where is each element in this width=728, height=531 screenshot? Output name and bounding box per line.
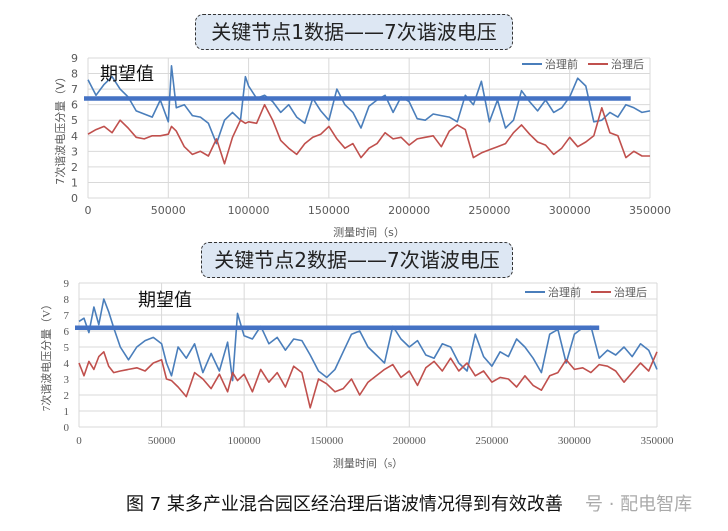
legend-label: 治理后	[614, 285, 647, 299]
x-tick-label: 300000	[549, 204, 591, 217]
y-tick-label: 3	[64, 374, 70, 386]
y-tick-label: 7	[71, 83, 78, 96]
plot-area: 0 1 2 3 4 5 6 7 8 9 0 50000 100000 150000 200000 250000…	[39, 278, 674, 470]
x-tick-label: 350000	[629, 204, 671, 217]
y-tick-label: 5	[71, 114, 78, 127]
chart-node2: 0 1 2 3 4 5 6 7 8 9 0 50000 100000 150000 200000 250000…	[39, 278, 674, 470]
series-line-after	[78, 350, 658, 409]
x-axis-label: 测量时间（s）	[333, 226, 405, 239]
y-tick-label: 3	[71, 145, 78, 158]
y-tick-label: 5	[64, 342, 70, 354]
x-tick-label: 250000	[468, 204, 510, 217]
y-tick-label: 1	[64, 406, 70, 418]
y-tick-label: 0	[71, 192, 78, 205]
series-line-before	[78, 298, 658, 382]
x-tick-label: 50000	[148, 435, 176, 447]
x-tick-label: 50000	[151, 204, 186, 217]
expectation-label: 期望值	[138, 290, 192, 311]
x-tick-label: 250000	[475, 435, 509, 447]
y-tick-label: 6	[71, 99, 78, 112]
x-tick-label: 150000	[308, 204, 350, 217]
x-axis-label: 测量时间（s）	[333, 457, 403, 470]
figure-caption: 图 7 某多产业混合园区经治理后谐波情况得到有效改善	[126, 494, 563, 515]
y-tick-label: 4	[64, 358, 70, 370]
series-line-before	[87, 65, 651, 145]
y-axis-label: 7次谐波电压分量（V）	[39, 299, 53, 411]
x-tick-label: 200000	[393, 435, 427, 447]
x-tick-label: 100000	[228, 435, 262, 447]
plot-area: 0 1 2 3 4 5 6 7 8 9 0 50000 100000 150000 200000 250000…	[53, 52, 671, 239]
expectation-label: 期望值	[100, 64, 154, 85]
y-tick-label: 6	[64, 326, 70, 338]
y-tick-label: 1	[71, 176, 78, 189]
legend: 治理前 治理后	[522, 57, 644, 71]
y-tick-label: 9	[71, 52, 78, 65]
chart2-title: 关键节点2数据——7次谐波电压	[201, 242, 513, 278]
watermark: 号 · 配电智库	[585, 494, 693, 515]
y-tick-label: 8	[64, 294, 70, 306]
series-line-after	[87, 103, 650, 165]
x-tick-label: 300000	[558, 435, 592, 447]
chart1-title: 关键节点1数据——7次谐波电压	[195, 14, 513, 50]
y-tick-label: 2	[64, 390, 70, 402]
x-tick-label: 100000	[228, 204, 270, 217]
x-tick-label: 0	[76, 435, 82, 447]
legend: 治理前 治理后	[525, 285, 647, 299]
y-tick-label: 7	[64, 310, 70, 322]
y-tick-label: 0	[64, 422, 70, 434]
legend-label: 治理前	[548, 285, 581, 299]
y-tick-label: 4	[71, 130, 78, 143]
x-tick-label: 0	[85, 204, 92, 217]
legend-label: 治理前	[545, 57, 578, 71]
x-tick-label: 200000	[388, 204, 430, 217]
y-tick-label: 9	[64, 278, 70, 290]
y-tick-label: 8	[71, 68, 78, 81]
y-tick-label: 2	[71, 161, 78, 174]
chart-node1: 0 1 2 3 4 5 6 7 8 9 0 50000 100000 150000 200000 250000…	[53, 52, 671, 239]
legend-label: 治理后	[611, 57, 644, 71]
y-axis-label: 7次谐波电压分量（V）	[53, 71, 67, 185]
x-tick-label: 350000	[641, 435, 675, 447]
x-tick-label: 150000	[310, 435, 344, 447]
